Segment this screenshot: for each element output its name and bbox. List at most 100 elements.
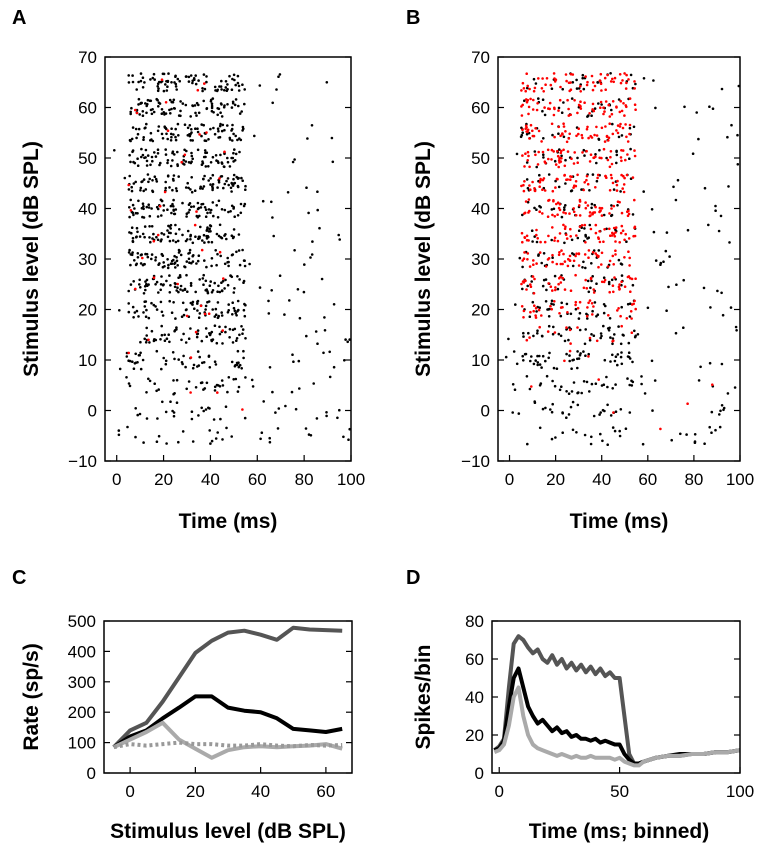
panel-b-y-tick-label: −10 (461, 452, 490, 471)
panel-b-spike-black (730, 123, 733, 127)
panel-b-spike-black (587, 290, 591, 294)
panel-a-spike-black (163, 339, 167, 343)
panel-b-y-tick-label: 10 (471, 351, 490, 370)
panel-b-spike-black (570, 390, 574, 393)
panel-b-spike-black (583, 433, 587, 437)
panel-b-spike-red (527, 105, 531, 109)
panel-a-spike-black (159, 283, 163, 286)
panel-b-spike-red (557, 109, 560, 112)
panel-a-spike-black (191, 104, 194, 107)
panel-b-spike-red (613, 76, 617, 80)
panel-b-spike-black (612, 188, 616, 191)
panel-a-spike-black (220, 79, 223, 83)
panel-a-spike-black (208, 284, 212, 288)
panel-b-spike-red (553, 239, 556, 242)
panel-b-spike-red (553, 77, 556, 80)
panel-a-spike-black (202, 283, 205, 287)
panel-b-spike-red (531, 275, 535, 278)
panel-b-spike-black (543, 113, 547, 117)
panel-b-spike-red (524, 152, 527, 155)
panel-a-spike-black (232, 173, 236, 177)
panel-b-spike-red (633, 226, 636, 230)
panel-b-spike-red (633, 234, 637, 238)
panel-a-y-tick-label: 10 (78, 351, 97, 370)
panel-b-spike-black (592, 334, 596, 338)
panel-a-spike-black (136, 230, 139, 234)
panel-b-spike-red (534, 316, 538, 319)
panel-b-spike-red (617, 307, 620, 310)
panel-a-spike-black (196, 299, 200, 303)
panel-a-spike-black (130, 185, 133, 189)
panel-b-spike-black (596, 81, 600, 84)
panel-b-spike-red (543, 189, 547, 192)
panel-b-spike-red (522, 257, 526, 261)
panel-a-spike-black (184, 341, 188, 344)
panel-a-spike-black (217, 161, 220, 165)
panel-b-spike-black (719, 409, 722, 413)
panel-a-spike-black (142, 136, 145, 139)
panel-a-spike-black (187, 211, 190, 214)
panel-b-spike-black (642, 190, 645, 193)
panel-a-spike-black (244, 376, 247, 379)
panel-a-spike-red (134, 287, 137, 291)
panel-a-spike-black (174, 240, 178, 244)
panel-b-spike-red (591, 212, 594, 215)
panel-a-spike-black (144, 148, 148, 152)
panel-b-spike-red (623, 176, 626, 180)
panel-a-spike-black (151, 108, 154, 111)
panel-b-spike-red (538, 251, 542, 254)
panel-b-spike-red (570, 175, 573, 179)
panel-a-spike-black (168, 108, 171, 112)
panel-b-spike-red (531, 180, 534, 184)
panel-d-frame (491, 620, 741, 774)
panel-b-spike-red (582, 188, 585, 192)
panel-a-spike-black (215, 204, 218, 207)
panel-a-spike-black (236, 275, 239, 278)
panel-b-spike-red (629, 310, 633, 313)
panel-a-spike-black (189, 74, 193, 77)
panel-b-spike-red (558, 232, 562, 235)
panel-b-spike-black (576, 156, 579, 160)
panel-a-spike-black (347, 438, 350, 442)
panel-b-spike-red (618, 241, 621, 244)
panel-a-spike-black (129, 283, 133, 286)
panel-b-spike-red (619, 314, 622, 318)
panel-a-spike-black (175, 259, 179, 263)
panel-a-spike-black (271, 390, 274, 394)
panel-b-spike-black (549, 408, 552, 411)
panel-b-spike-red (534, 314, 537, 317)
panel-a-spike-black (208, 224, 212, 227)
panel-a-spike-black (237, 385, 241, 389)
panel-a-spike-black (169, 227, 172, 230)
panel-b-spike-red (556, 154, 560, 158)
panel-a-spike-black (154, 155, 158, 158)
panel-b-spike-red (630, 317, 633, 320)
panel-a-spike-black (202, 273, 205, 277)
panel-b-spike-black (718, 425, 722, 429)
panel-b-spike-red (520, 89, 523, 92)
panel-b-spike-black (559, 314, 563, 318)
panel-b-spike-black (682, 278, 685, 282)
panel-a-spike-black (171, 151, 174, 155)
panel-a-spike-black (168, 340, 171, 344)
panel-d-x-tick-label: 100 (726, 782, 754, 801)
panel-b-spike-red (569, 72, 573, 76)
panel-b-spike-black (547, 356, 550, 360)
panel-b-spike-red (575, 252, 578, 255)
panel-a-spike-black (130, 189, 134, 193)
panel-b-spike-black (541, 354, 545, 358)
panel-a-spike-black (226, 177, 230, 180)
panel-b-spike-red (619, 231, 623, 235)
panel-b-spike-red (563, 288, 567, 291)
panel-a-spike-black (198, 214, 201, 218)
panel-b-spike-black (568, 359, 571, 363)
panel-a-spike-black (157, 434, 161, 438)
panel-a-spike-black (129, 160, 132, 164)
panel-b-spike-black (703, 442, 706, 446)
panel-a-spike-black (267, 312, 271, 315)
panel-c-series-dark-gray (112, 625, 343, 749)
panel-a-spike-black (156, 148, 160, 151)
panel-b-spike-red (533, 277, 536, 281)
panel-a-spike-black (139, 351, 142, 355)
panel-a-spike-black (196, 127, 199, 130)
